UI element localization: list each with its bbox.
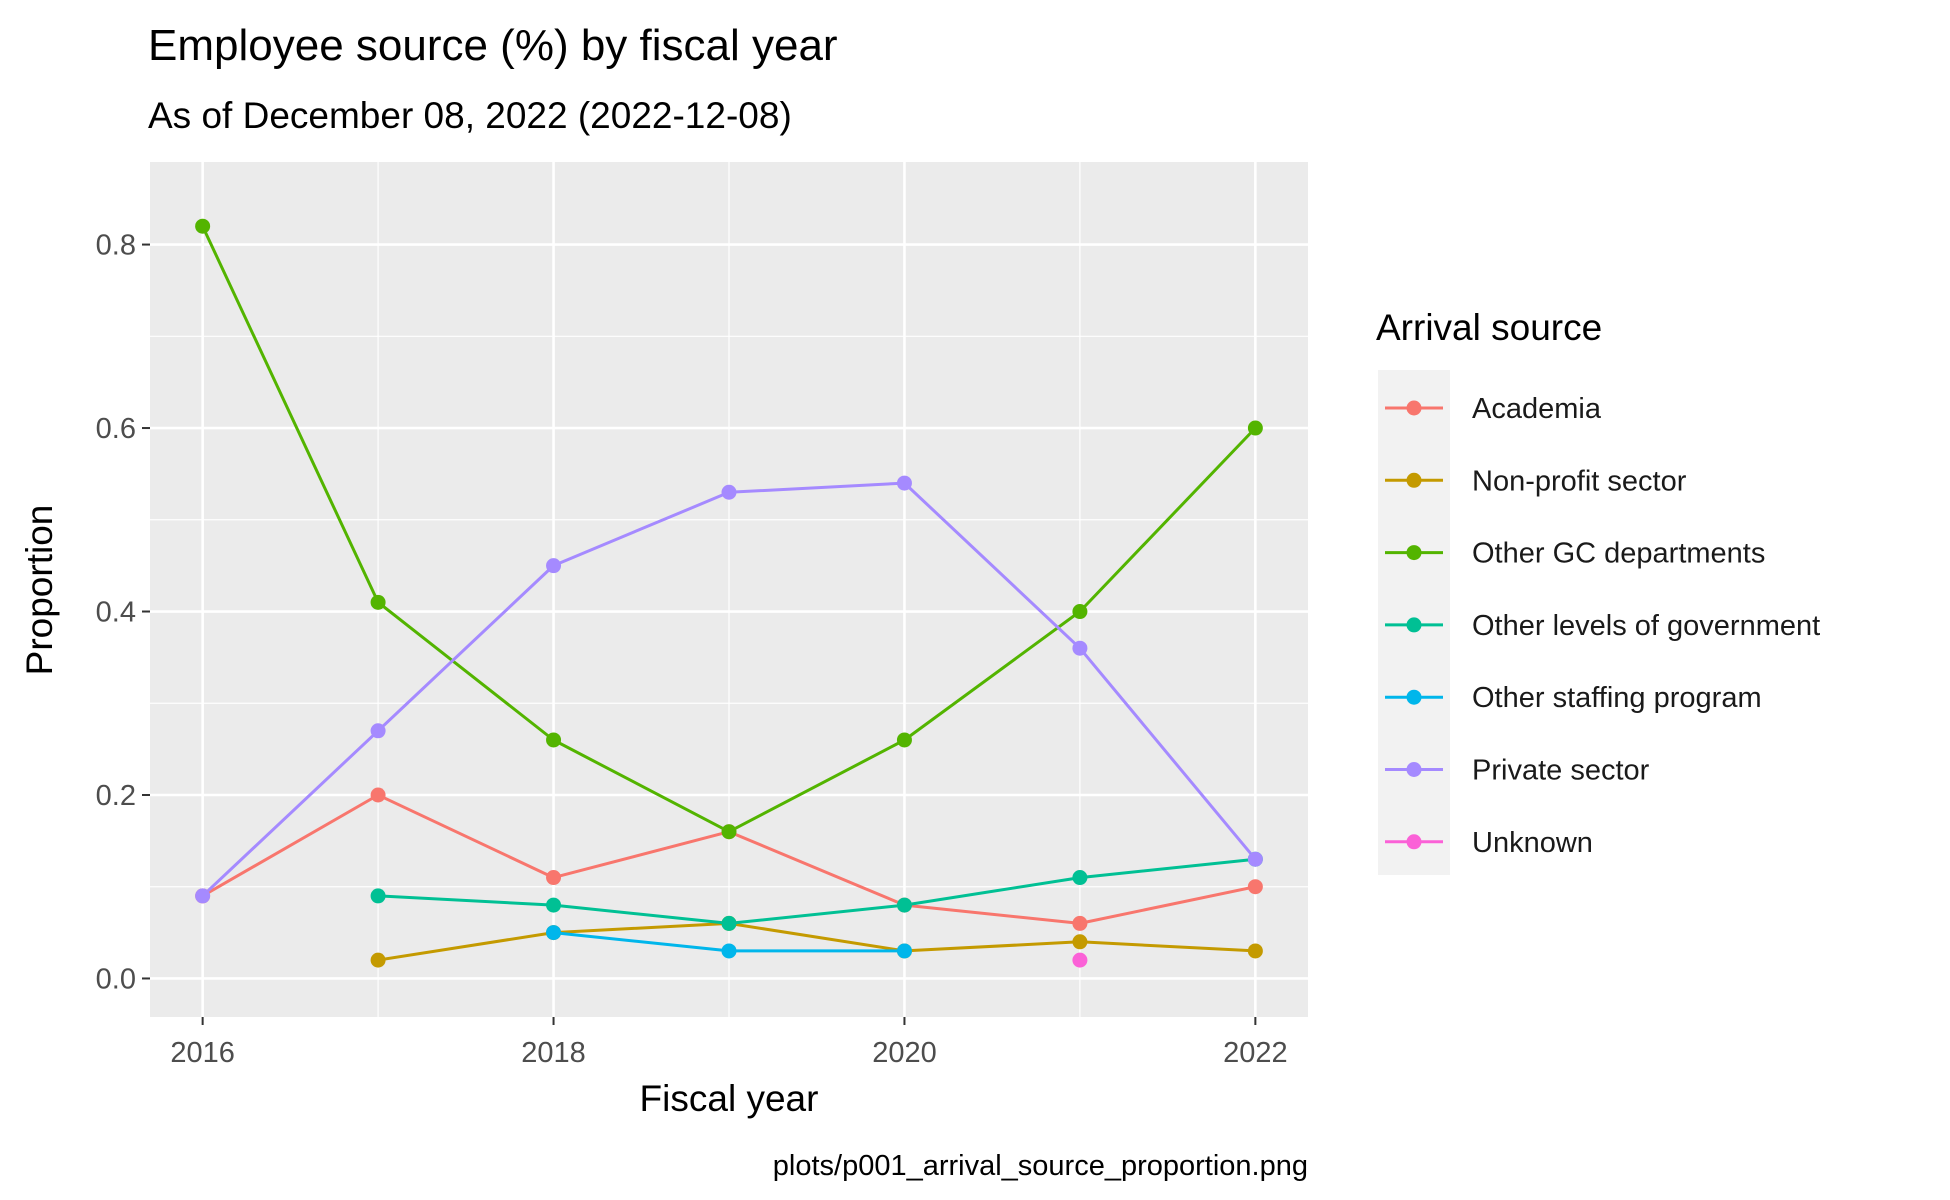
series-line-non-profit-sector — [377, 921, 1256, 962]
data-point-private-sector — [896, 475, 912, 491]
y-axis: 0.0 0.2 0.4 0.6 0.8 — [96, 230, 150, 995]
legend-title: Arrival source — [1376, 307, 1602, 348]
legend-label-other-levels-of-government: Other levels of government — [1472, 610, 1820, 642]
data-point-other-gc-departments — [370, 594, 386, 610]
y-tick-label: 0.4 — [96, 597, 136, 629]
data-point-other-levels-of-government — [896, 897, 912, 913]
data-point-other-gc-departments — [896, 732, 912, 748]
legend-label-other-staffing-program: Other staffing program — [1472, 682, 1762, 714]
data-point-private-sector — [370, 723, 386, 739]
legend: Academia Non-profit sector Other GC depart… — [1385, 393, 1820, 859]
legend-marker-other-gc-departments — [1406, 545, 1422, 561]
x-axis: 2016 2018 2020 2022 — [170, 1017, 1288, 1069]
y-tick-label: 0.6 — [96, 413, 136, 445]
data-point-other-gc-departments — [546, 732, 562, 748]
legend-marker-private-sector — [1406, 762, 1422, 777]
data-point-other-levels-of-government — [721, 915, 737, 931]
data-point-non-profit-sector — [370, 952, 386, 968]
legend-marker-unknown — [1406, 834, 1422, 850]
grid-lines — [150, 162, 1308, 1017]
data-point-other-staffing-program — [721, 943, 737, 959]
y-tick-label: 0.2 — [96, 780, 136, 812]
data-point-non-profit-sector — [1247, 943, 1263, 959]
y-tick-label: 0.0 — [96, 963, 136, 995]
data-point-other-gc-departments — [1247, 420, 1263, 436]
data-point-academia — [370, 787, 386, 803]
legend-marker-other-levels-of-government — [1406, 617, 1422, 633]
data-point-other-levels-of-government — [370, 888, 386, 904]
data-point-unknown — [1072, 952, 1088, 968]
legend-marker-non-profit-sector — [1406, 472, 1422, 488]
data-point-other-gc-departments — [721, 824, 737, 840]
data-point-other-gc-departments — [1072, 604, 1088, 620]
chart-subtitle: As of December 08, 2022 (2022-12-08) — [148, 95, 792, 136]
data-point-private-sector — [546, 558, 562, 574]
data-point-other-levels-of-government — [546, 897, 562, 913]
data-point-private-sector — [1072, 640, 1088, 656]
chart-title: Employee source (%) by fiscal year — [148, 21, 838, 70]
legend-marker-academia — [1406, 400, 1422, 416]
data-point-non-profit-sector — [1072, 934, 1088, 950]
x-tick-label: 2020 — [872, 1037, 937, 1069]
x-tick-label: 2016 — [170, 1037, 235, 1069]
data-point-private-sector — [195, 888, 211, 904]
legend-label-academia: Academia — [1472, 393, 1602, 425]
series-points — [195, 218, 1263, 968]
data-point-other-gc-departments — [195, 218, 211, 234]
y-tick-label: 0.8 — [96, 230, 136, 262]
data-point-private-sector — [1247, 851, 1263, 867]
data-point-other-staffing-program — [896, 943, 912, 959]
x-tick-label: 2022 — [1223, 1037, 1288, 1069]
legend-marker-other-staffing-program — [1406, 689, 1422, 705]
legend-label-non-profit-sector: Non-profit sector — [1472, 465, 1687, 497]
legend-label-other-gc-departments: Other GC departments — [1472, 538, 1765, 570]
series-line-other-levels-of-government — [378, 857, 1256, 925]
data-point-private-sector — [721, 484, 737, 500]
chart-caption: plots/p001_arrival_source_proportion.png — [773, 1150, 1308, 1182]
legend-label-unknown: Unknown — [1472, 827, 1593, 859]
legend-label-private-sector: Private sector — [1472, 755, 1650, 787]
y-axis-title: Proportion — [19, 505, 60, 676]
data-point-academia — [1072, 915, 1088, 931]
data-point-academia — [546, 870, 562, 886]
data-point-academia — [1247, 879, 1263, 895]
x-axis-title: Fiscal year — [640, 1078, 819, 1119]
data-point-other-staffing-program — [546, 925, 562, 941]
data-point-other-levels-of-government — [1072, 870, 1088, 886]
x-tick-label: 2018 — [521, 1037, 586, 1069]
